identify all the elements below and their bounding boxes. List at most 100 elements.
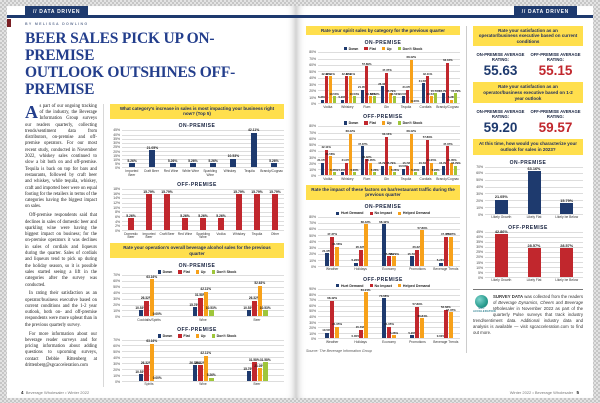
value-label: 42.11%: [341, 71, 352, 76]
legend-item: Flat: [364, 47, 376, 51]
legend-label: Helped Demand: [402, 283, 431, 288]
y-tick-label: 10%: [113, 309, 120, 314]
y-tick-label: 15%: [113, 153, 120, 158]
bar-groups: 5.26% 42.11% 42.11% 10.53% 5.26% 42.11% 42.11%…: [318, 52, 461, 104]
bar: 26.32%: [141, 361, 152, 381]
section-tab: // DATA DRIVEN: [25, 6, 89, 18]
value-label: 10.53%: [227, 154, 240, 159]
value-label: 42.11%: [325, 71, 335, 76]
value-label: 10.53%: [135, 305, 147, 310]
chart-spirit-sales-on: ON-PREMISE Down Flat Up Don't Stock 80% 70% 60%…: [306, 38, 460, 109]
legend-item: Flat: [178, 334, 190, 339]
bar-group: 21.05% 47.37% 31.58%: [318, 217, 346, 266]
gridline: [485, 246, 583, 248]
legend-item: Don't Stock: [397, 47, 422, 51]
value-label: 42.11%: [247, 128, 260, 133]
chart-title: OFF-PREMISE: [363, 276, 403, 283]
bar-group: 15.79% 31.58% 42.11% 10.53%: [176, 275, 230, 317]
y-tick-label: 10%: [309, 95, 316, 100]
chart-title: OFF-PREMISE: [508, 224, 548, 231]
bar: 68.42%: [361, 220, 371, 266]
legend-label: Flat: [183, 334, 190, 339]
bar: 5.26%: [448, 95, 456, 104]
gridline: [122, 134, 284, 136]
value-label: 15.79%: [233, 189, 245, 194]
x-axis-labels: Weather Holidays Economy Promotions Beverage…: [318, 339, 460, 345]
bar-group: 5.26%: [194, 189, 212, 230]
gridline: [318, 229, 460, 230]
legend-swatch: [381, 46, 386, 51]
gridline: [122, 216, 284, 217]
y-tick-label: 30%: [309, 320, 316, 325]
y-tick-label: 70%: [113, 337, 120, 342]
y-tick-label: 0%: [311, 337, 316, 342]
bar-group: 63.16%: [518, 167, 551, 214]
y-tick-label: 45%: [476, 229, 483, 234]
bar: 63.16%: [146, 275, 157, 317]
y-tick-label: 0%: [115, 315, 120, 320]
bar: 21.05%: [332, 322, 342, 339]
x-label: Gin: [383, 104, 389, 109]
bar-group: 5.26%: [163, 130, 183, 168]
legend-item: Up: [381, 121, 392, 125]
value-label: 15.79%: [378, 161, 388, 166]
gridline: [318, 163, 460, 164]
satisfaction-current-banner: Rate your satisfaction as an operator/bu…: [473, 25, 583, 47]
bar: 10.53%: [399, 164, 408, 176]
chart-legend: Down Flat Up Don't Stock: [306, 47, 460, 51]
y-tick-label: 30%: [476, 192, 483, 197]
x-label: Cordials: [419, 104, 432, 109]
chart-factors-on: ON-PREMISE Hurt Demand No Impact Helped Dem…: [306, 203, 460, 272]
bar-group: 10.53%: [223, 130, 243, 168]
y-tick-label: 50%: [113, 349, 120, 354]
gridline: [122, 310, 284, 311]
y-tick-label: 0%: [311, 264, 316, 269]
value-label: 5.26%: [167, 158, 178, 163]
y-tick-label: 12%: [113, 201, 120, 205]
y-tick-label: 35%: [113, 136, 120, 141]
bar: 21.05%: [384, 322, 394, 339]
bar: 5.26%: [269, 159, 279, 168]
value-label: 57.89%: [417, 225, 428, 230]
value-label: 21.05%: [494, 195, 508, 199]
bar: 5.26%: [338, 95, 346, 104]
byline: BY MELISSA DOWLING: [25, 21, 89, 26]
y-tick-label: 80%: [309, 124, 316, 129]
bar-group: 26.32% 26.32% 42.11% 5.26%: [176, 340, 230, 381]
gridline: [318, 64, 460, 66]
on-premise-rating: ON-PREMISE AVERAGE RATING: 59.20: [473, 109, 528, 135]
bar: 21.05%: [254, 364, 265, 381]
drop-cap: A: [25, 101, 38, 122]
gridline: [318, 316, 460, 317]
legend-swatch: [195, 270, 200, 274]
gridline: [318, 132, 460, 134]
gridline: [122, 202, 284, 204]
legend-swatch: [397, 121, 402, 125]
gridline: [122, 138, 284, 140]
gridline: [318, 90, 460, 91]
bar-group: 15.79% 47.37% 21.05% 15.79%: [439, 126, 461, 176]
value-label: 5.26%: [431, 167, 440, 172]
rating-label: ON-PREMISE AVERAGE RATING:: [476, 108, 525, 119]
bar: 57.89%: [423, 135, 432, 176]
value-label: 15.79%: [386, 161, 396, 166]
chart-body: 90% 80% 70% 60% 50% 40% 30% 20% 10% 0% 10.53% 68.42…: [306, 287, 460, 342]
x-label: Holidays: [354, 339, 367, 344]
legend-item: Don't Stock: [211, 270, 236, 274]
bar: 5.26%: [437, 258, 445, 266]
bar: 10.53%: [390, 92, 400, 104]
y-tick-label: 30%: [476, 245, 483, 250]
bar: 5.26%: [391, 168, 399, 176]
legend-item: Flat: [178, 270, 190, 274]
y-axis: 80% 70% 60% 50% 40% 30% 20% 10% 0%: [306, 124, 318, 178]
value-label: 15.79%: [439, 161, 449, 166]
legend-item: Down: [343, 121, 358, 125]
x-label: Beer: [253, 382, 261, 387]
value-label: 15.79%: [143, 189, 155, 194]
y-tick-label: 10%: [476, 265, 483, 270]
bar-groups: 42.86% 28.57% 28.57%: [485, 230, 583, 277]
legend-item: No Impact: [369, 284, 392, 288]
plot-area: 21.05% 42.11% 31.58% 5.26% 5.26% 21.05% 68.42%…: [317, 126, 461, 177]
y-tick-label: 5%: [115, 162, 120, 167]
